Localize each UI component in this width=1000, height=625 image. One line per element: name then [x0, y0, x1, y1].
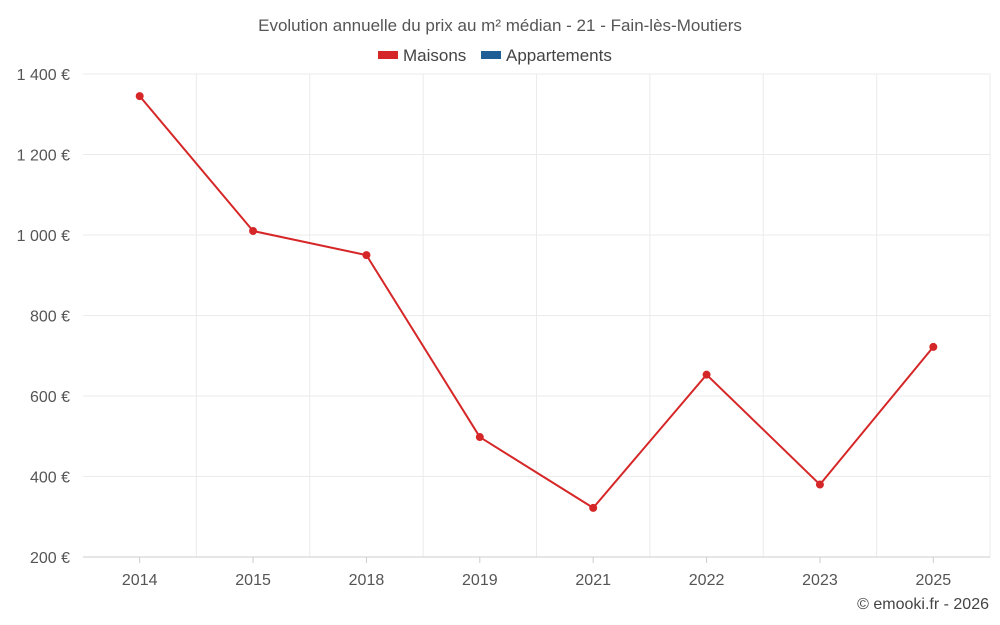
- data-point-2022[interactable]: [702, 370, 711, 379]
- credit-text: © emooki.fr - 2026: [857, 596, 989, 613]
- x-tick-label-2022: 2022: [689, 572, 725, 589]
- x-tick-label-2021: 2021: [575, 572, 611, 589]
- legend-swatch-appartements: [481, 51, 501, 59]
- data-point-2021[interactable]: [589, 503, 598, 512]
- x-tick-label-2015: 2015: [235, 572, 271, 589]
- y-tick-label: 1 000 €: [17, 228, 70, 245]
- series-maisons: [135, 92, 938, 512]
- data-point-2014[interactable]: [135, 92, 144, 101]
- y-tick-label: 1 400 €: [17, 67, 70, 84]
- data-point-2023[interactable]: [815, 480, 824, 489]
- data-point-2025[interactable]: [929, 342, 938, 351]
- y-tick-label: 400 €: [30, 470, 70, 487]
- legend-item-maisons[interactable]: Maisons: [378, 46, 466, 65]
- x-tick-label-2023: 2023: [802, 572, 838, 589]
- y-axis-labels: 200 € 400 € 600 € 800 € 1 000 € 1 200 € 1 400 …: [17, 67, 70, 567]
- y-tick-label: 1 200 €: [17, 148, 70, 165]
- chart-title: Evolution annuelle du prix au m² médian …: [258, 16, 742, 35]
- legend-label-maisons: Maisons: [403, 46, 466, 65]
- legend: Maisons Appartements: [378, 46, 612, 65]
- data-point-2018[interactable]: [362, 251, 371, 260]
- x-tick-label-2025: 2025: [916, 572, 952, 589]
- series-line-maisons: [138, 95, 935, 509]
- x-tick-label-2018: 2018: [349, 572, 385, 589]
- x-tick-label-2019: 2019: [462, 572, 498, 589]
- y-tick-label: 200 €: [30, 550, 70, 567]
- y-tick-label: 600 €: [30, 389, 70, 406]
- legend-item-appartements[interactable]: Appartements: [481, 46, 612, 65]
- data-point-2015[interactable]: [249, 226, 258, 235]
- grid: [83, 73, 991, 557]
- x-axis-labels: 2014 2015 2018 2019 2021 2022 2023 2025: [122, 557, 951, 589]
- data-point-2019[interactable]: [475, 433, 484, 442]
- legend-swatch-maisons: [378, 51, 398, 59]
- x-tick-label-2014: 2014: [122, 572, 158, 589]
- legend-label-appartements: Appartements: [506, 46, 612, 65]
- y-tick-label: 800 €: [30, 309, 70, 326]
